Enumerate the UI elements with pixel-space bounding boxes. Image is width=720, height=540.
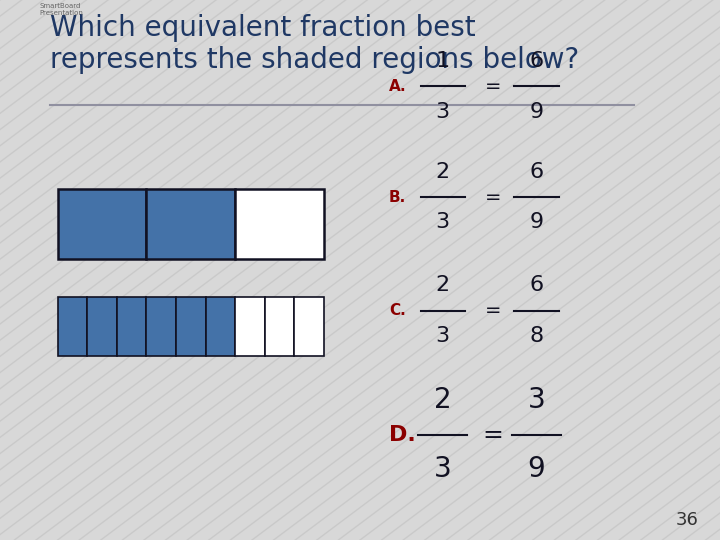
Bar [176, 297, 206, 356]
Text: 3: 3 [436, 102, 450, 122]
Bar [58, 189, 146, 259]
Bar [235, 189, 324, 259]
Text: 2: 2 [434, 386, 451, 414]
Bar [235, 297, 265, 356]
Bar [58, 297, 87, 356]
Text: 3: 3 [436, 326, 450, 346]
Text: 1: 1 [436, 51, 450, 71]
Text: C.: C. [389, 303, 405, 318]
Text: =: = [485, 77, 501, 96]
Text: 2: 2 [436, 162, 450, 182]
Bar [117, 297, 146, 356]
Text: 3: 3 [528, 386, 545, 414]
Text: 9: 9 [529, 102, 544, 122]
Text: represents the shaded regions below?: represents the shaded regions below? [50, 46, 580, 74]
Text: D.: D. [389, 424, 415, 445]
Text: 36: 36 [675, 511, 698, 529]
Text: 6: 6 [529, 275, 544, 295]
Text: =: = [485, 301, 501, 320]
Text: SmartBoard
Presentation: SmartBoard Presentation [40, 3, 84, 16]
Bar [146, 297, 176, 356]
Text: B.: B. [389, 190, 406, 205]
Bar [265, 297, 294, 356]
Bar [294, 297, 324, 356]
Bar [87, 297, 117, 356]
Text: 3: 3 [434, 455, 451, 483]
Text: 8: 8 [529, 326, 544, 346]
Text: 9: 9 [528, 455, 545, 483]
Text: A.: A. [389, 79, 406, 94]
Text: 6: 6 [529, 51, 544, 71]
Text: Which equivalent fraction best: Which equivalent fraction best [50, 14, 476, 42]
Text: 9: 9 [529, 212, 544, 232]
Text: 2: 2 [436, 275, 450, 295]
Text: 3: 3 [436, 212, 450, 232]
Text: =: = [483, 423, 503, 447]
Bar [206, 297, 235, 356]
Text: 6: 6 [529, 162, 544, 182]
Text: =: = [485, 187, 501, 207]
Bar [146, 189, 235, 259]
